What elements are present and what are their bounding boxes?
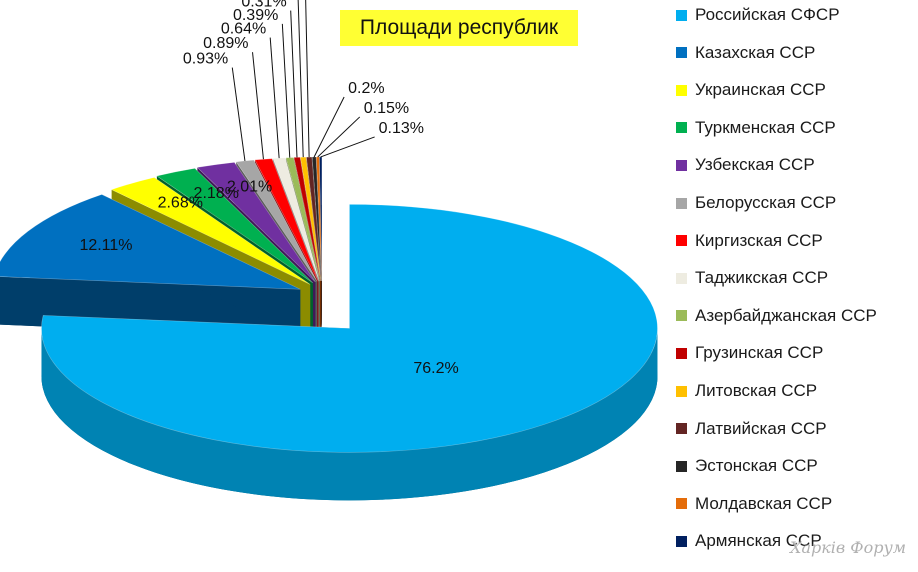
legend-label: Литовская ССР <box>695 381 818 400</box>
pie-slice-top <box>196 161 316 283</box>
pie-slice-top <box>0 194 301 290</box>
legend-label: Грузинская ССР <box>695 343 824 363</box>
data-label: 0.64% <box>221 21 266 38</box>
legend-item: Российская СФСР <box>676 4 840 26</box>
legend-item: Эстонская ССР <box>676 455 818 477</box>
legend-label: Армянская ССР <box>695 531 822 551</box>
legend-label: Украинская ССР <box>695 80 826 100</box>
pie-slice-top <box>41 204 658 453</box>
label-leader-line <box>313 96 345 158</box>
label-leader-line <box>305 0 310 158</box>
legend-item: Украинская ССР <box>676 79 826 101</box>
legend-swatch <box>676 159 687 171</box>
legend-swatch <box>676 347 687 359</box>
chart-title: Площади республик <box>340 10 578 46</box>
legend-label: Российская СФСР <box>695 5 840 24</box>
label-leader-line <box>252 52 264 160</box>
watermark: Харків Форум <box>790 538 906 557</box>
legend-item: Узбекская ССР <box>676 154 815 176</box>
legend-item: Молдавская ССР <box>676 493 832 515</box>
legend-item: Туркменская ССР <box>676 117 836 139</box>
data-label: 2.01% <box>227 179 272 196</box>
legend-item: Азербайджанская ССР <box>676 305 877 327</box>
legend-swatch <box>676 47 687 59</box>
legend-swatch <box>676 84 687 96</box>
legend-item: Армянская ССР <box>676 530 822 552</box>
data-label: 0.2% <box>348 80 384 97</box>
data-label: 0.89% <box>203 35 248 52</box>
pie-slice-top <box>306 156 322 281</box>
data-label: 0.13% <box>379 120 424 137</box>
pie-slice-top <box>110 177 311 285</box>
legend-swatch <box>676 9 687 21</box>
label-leader-line <box>290 10 298 158</box>
legend-swatch <box>676 310 687 322</box>
legend-swatch <box>676 385 687 397</box>
label-leader-line <box>317 116 361 158</box>
legend-item: Латвийская ССР <box>676 418 827 440</box>
legend-label: Таджикская ССР <box>695 268 829 288</box>
legend-swatch <box>676 423 687 435</box>
pie-slice-top <box>156 168 314 284</box>
legend-label: Казахская ССР <box>695 42 816 62</box>
legend-item: Казахская ССР <box>676 42 815 64</box>
legend-label: Эстонская ССР <box>695 456 818 476</box>
legend-label: Молдавская ССР <box>695 493 833 513</box>
pie-slice-wall <box>41 328 658 501</box>
label-leader-line <box>269 37 280 159</box>
label-leader-line <box>320 136 375 158</box>
legend-item: Таджикская ССР <box>676 267 828 289</box>
legend-label: Латвийская ССР <box>695 418 827 438</box>
data-label: 0.39% <box>233 7 278 24</box>
legend-label: Белорусская ССР <box>695 193 837 212</box>
legend-swatch <box>676 235 687 247</box>
label-leader-line <box>281 23 291 158</box>
pie-slice <box>41 204 658 501</box>
legend-swatch <box>676 272 687 284</box>
data-label: 0.15% <box>364 100 409 117</box>
data-label: 12.11% <box>79 237 132 254</box>
data-label: 0.93% <box>183 51 228 68</box>
legend-label: Узбекская ССР <box>695 155 815 175</box>
label-leader-line <box>297 0 304 158</box>
data-label: 0.31% <box>241 0 286 11</box>
legend-item: Киргизская ССР <box>676 230 823 252</box>
legend-label: Киргизская ССР <box>695 230 823 250</box>
legend-swatch <box>676 535 687 547</box>
legend-swatch <box>676 460 687 472</box>
legend-item: Белорусская ССР <box>676 192 836 214</box>
data-label: 2.18% <box>194 185 239 202</box>
legend-item: Грузинская ССР <box>676 342 823 364</box>
legend-swatch <box>676 122 687 134</box>
legend-label: Азербайджанская ССР <box>695 305 877 325</box>
data-label: 76.2% <box>413 360 458 377</box>
legend-item: Литовская ССР <box>676 380 817 402</box>
legend-swatch <box>676 498 687 510</box>
legend-label: Туркменская ССР <box>695 117 836 137</box>
pie-slice-top <box>311 156 322 281</box>
data-label: 2.68% <box>158 194 203 211</box>
pie-slice <box>0 194 301 338</box>
pie-slice-top <box>315 156 323 281</box>
label-leader-line <box>231 67 246 161</box>
legend-swatch <box>676 197 687 209</box>
